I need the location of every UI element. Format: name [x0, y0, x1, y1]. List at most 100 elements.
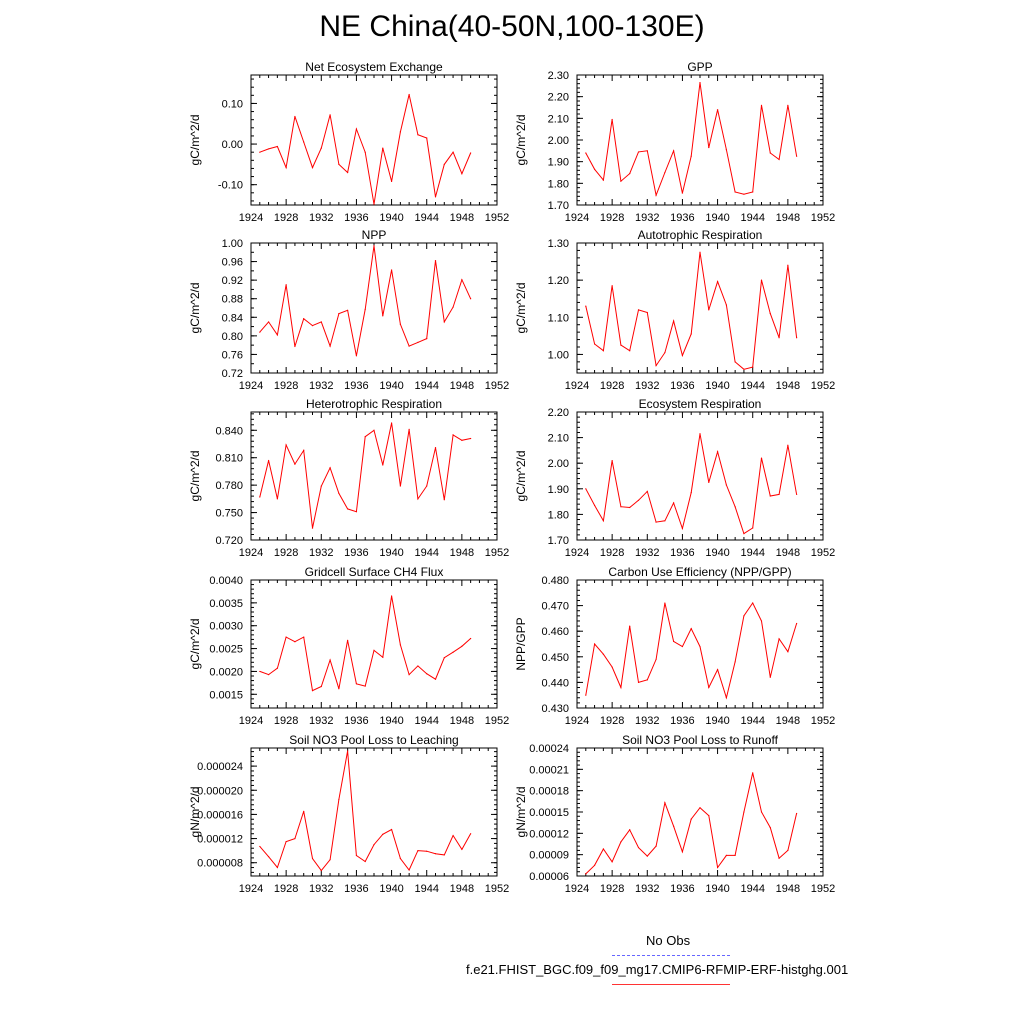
data-point: [611, 460, 613, 462]
chart-title: Net Ecosystem Exchange: [305, 60, 443, 74]
data-point: [452, 651, 454, 653]
y-tick-label: 0.76: [222, 349, 243, 361]
data-point: [303, 810, 305, 812]
chart-title: Ecosystem Respiration: [639, 397, 762, 411]
x-tick-label: 1924: [565, 883, 589, 895]
y-tick-label: 0.10: [222, 98, 243, 110]
data-point: [637, 846, 640, 849]
data-point: [303, 141, 305, 143]
data-point: [417, 498, 419, 500]
data-point: [637, 151, 640, 153]
data-point: [699, 251, 701, 253]
data-point: [329, 467, 331, 469]
data-point: [303, 449, 305, 451]
series-line: [259, 595, 471, 692]
y-tick-label: 0.720: [215, 535, 243, 547]
data-point: [760, 104, 763, 106]
x-tick-label: 1928: [600, 212, 624, 224]
chart-panel-0: Net Ecosystem Exchange gC/m^2/d 1924 1928 19…: [188, 60, 509, 224]
data-point: [382, 147, 384, 149]
data-point: [585, 694, 587, 696]
data-point: [399, 131, 401, 133]
data-point: [629, 172, 631, 175]
data-point: [276, 866, 278, 869]
y-tick-label: 0.0030: [209, 621, 243, 633]
data-point: [620, 180, 622, 182]
y-tick-label: 0.000012: [197, 834, 243, 846]
x-tick-label: 1940: [705, 715, 729, 727]
chart-panel-7: Carbon Use Efficiency (NPP/GPP) NPP/GPP 19…: [514, 565, 835, 727]
y-tick-label: 2.20: [548, 407, 569, 419]
data-point: [373, 245, 375, 247]
data-point: [347, 309, 349, 311]
y-tick-label: 0.470: [541, 601, 569, 613]
data-point: [470, 637, 472, 640]
data-point: [311, 325, 314, 327]
y-tick-label: 0.000016: [197, 809, 243, 821]
data-point: [796, 493, 798, 496]
data-point: [673, 825, 675, 827]
data-point: [390, 595, 393, 597]
x-tick-label: 1948: [776, 380, 800, 392]
data-point: [699, 645, 701, 648]
data-point: [725, 304, 727, 306]
x-tick-label: 1928: [600, 547, 624, 559]
data-point: [259, 496, 261, 498]
data-point: [769, 152, 771, 154]
y-tick-label: 1.90: [548, 484, 569, 496]
x-tick-label: 1944: [414, 380, 438, 392]
x-tick-label: 1924: [239, 883, 263, 895]
data-point: [355, 854, 358, 857]
data-point: [716, 451, 719, 453]
data-point: [434, 853, 437, 855]
data-point: [461, 848, 463, 851]
chart-panel-3: Autotrophic Respiration gC/m^2/d 1924 1928 1…: [514, 228, 835, 392]
data-point: [373, 203, 375, 205]
data-point: [259, 845, 261, 848]
data-point: [708, 309, 710, 311]
data-point: [620, 506, 622, 508]
series-line: [585, 433, 798, 535]
y-tick-label: 0.840: [215, 425, 243, 437]
x-tick-label: 1952: [811, 380, 835, 392]
y-tick-label: 0.0015: [209, 689, 243, 701]
x-tick-label: 1940: [379, 212, 403, 224]
x-tick-label: 1944: [740, 883, 764, 895]
data-point: [734, 854, 736, 856]
data-point: [655, 521, 657, 523]
y-axis-label: NPP/GPP: [514, 617, 528, 670]
data-point: [716, 109, 719, 111]
data-point: [664, 351, 666, 354]
data-point: [699, 807, 701, 809]
data-point: [602, 653, 604, 655]
data-point: [364, 436, 366, 438]
data-point: [778, 493, 780, 496]
x-tick-label: 1928: [274, 380, 298, 392]
data-point: [769, 312, 771, 315]
data-point: [338, 312, 340, 315]
data-point: [646, 490, 648, 492]
data-point: [303, 636, 305, 638]
data-point: [769, 827, 771, 829]
x-tick-label: 1936: [344, 715, 368, 727]
data-point: [347, 639, 349, 641]
data-point: [778, 857, 780, 859]
legend-obs-line: [612, 955, 730, 956]
series-line: [259, 422, 471, 529]
data-point: [699, 433, 701, 435]
data-point: [434, 260, 437, 262]
data-point: [646, 311, 648, 314]
data-point: [778, 638, 780, 640]
data-point: [443, 499, 445, 501]
data-point: [470, 152, 472, 154]
x-tick-label: 1944: [414, 212, 438, 224]
data-point: [461, 645, 463, 647]
data-point: [443, 657, 445, 659]
x-tick-label: 1944: [414, 547, 438, 559]
data-point: [373, 649, 375, 652]
chart-panel-9: Soil NO3 Pool Loss to Runoff gN/m^2/d 1924…: [514, 733, 835, 895]
data-point: [637, 309, 640, 311]
data-point: [611, 285, 613, 287]
data-point: [347, 508, 349, 510]
data-point: [452, 306, 454, 308]
